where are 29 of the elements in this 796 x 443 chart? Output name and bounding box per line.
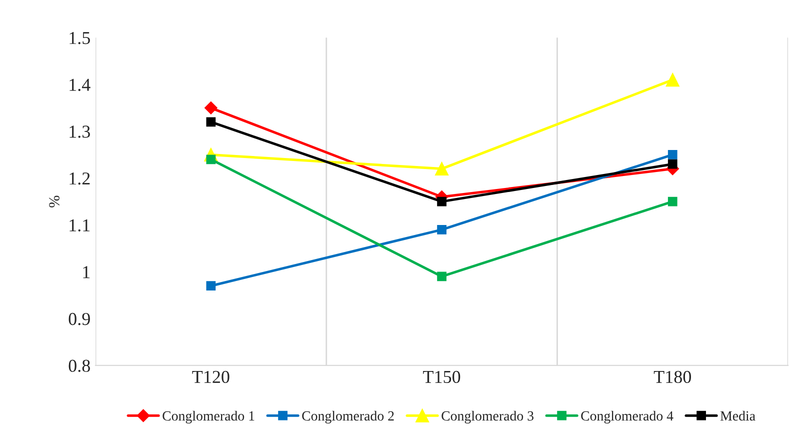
y-tick-label: 1.4 [70, 78, 90, 92]
point [437, 272, 446, 282]
y-tick-label: 1 [83, 266, 90, 278]
x-tick-label: T120 [192, 370, 230, 384]
y-tick-label: 0.9 [68, 312, 90, 326]
y-axis-title: % [49, 196, 60, 208]
y-tick-label: 0.8 [68, 360, 90, 372]
x-tick-label: T180 [654, 370, 691, 384]
y-tick-label: 1.1 [70, 219, 90, 232]
point [206, 281, 216, 291]
x-tick-label: T150 [423, 370, 460, 384]
point [668, 196, 678, 206]
point [206, 117, 216, 127]
point [437, 196, 446, 206]
legend-label: Conglomerado 1 [162, 410, 254, 424]
point [666, 73, 680, 87]
point [437, 224, 446, 234]
legend-label: Media [720, 410, 756, 421]
legend-label: Conglomerado 2 [302, 410, 394, 424]
point [668, 159, 678, 169]
point [204, 101, 218, 114]
y-tick-label: 1.3 [70, 126, 90, 138]
legend-label: Conglomerado 3 [442, 410, 534, 424]
point [435, 162, 449, 176]
point [668, 150, 678, 160]
legend-label: Conglomerado 4 [581, 410, 674, 424]
y-tick-label: 1.5 [70, 32, 90, 44]
y-tick-label: 1.2 [70, 172, 90, 185]
point [206, 154, 216, 164]
